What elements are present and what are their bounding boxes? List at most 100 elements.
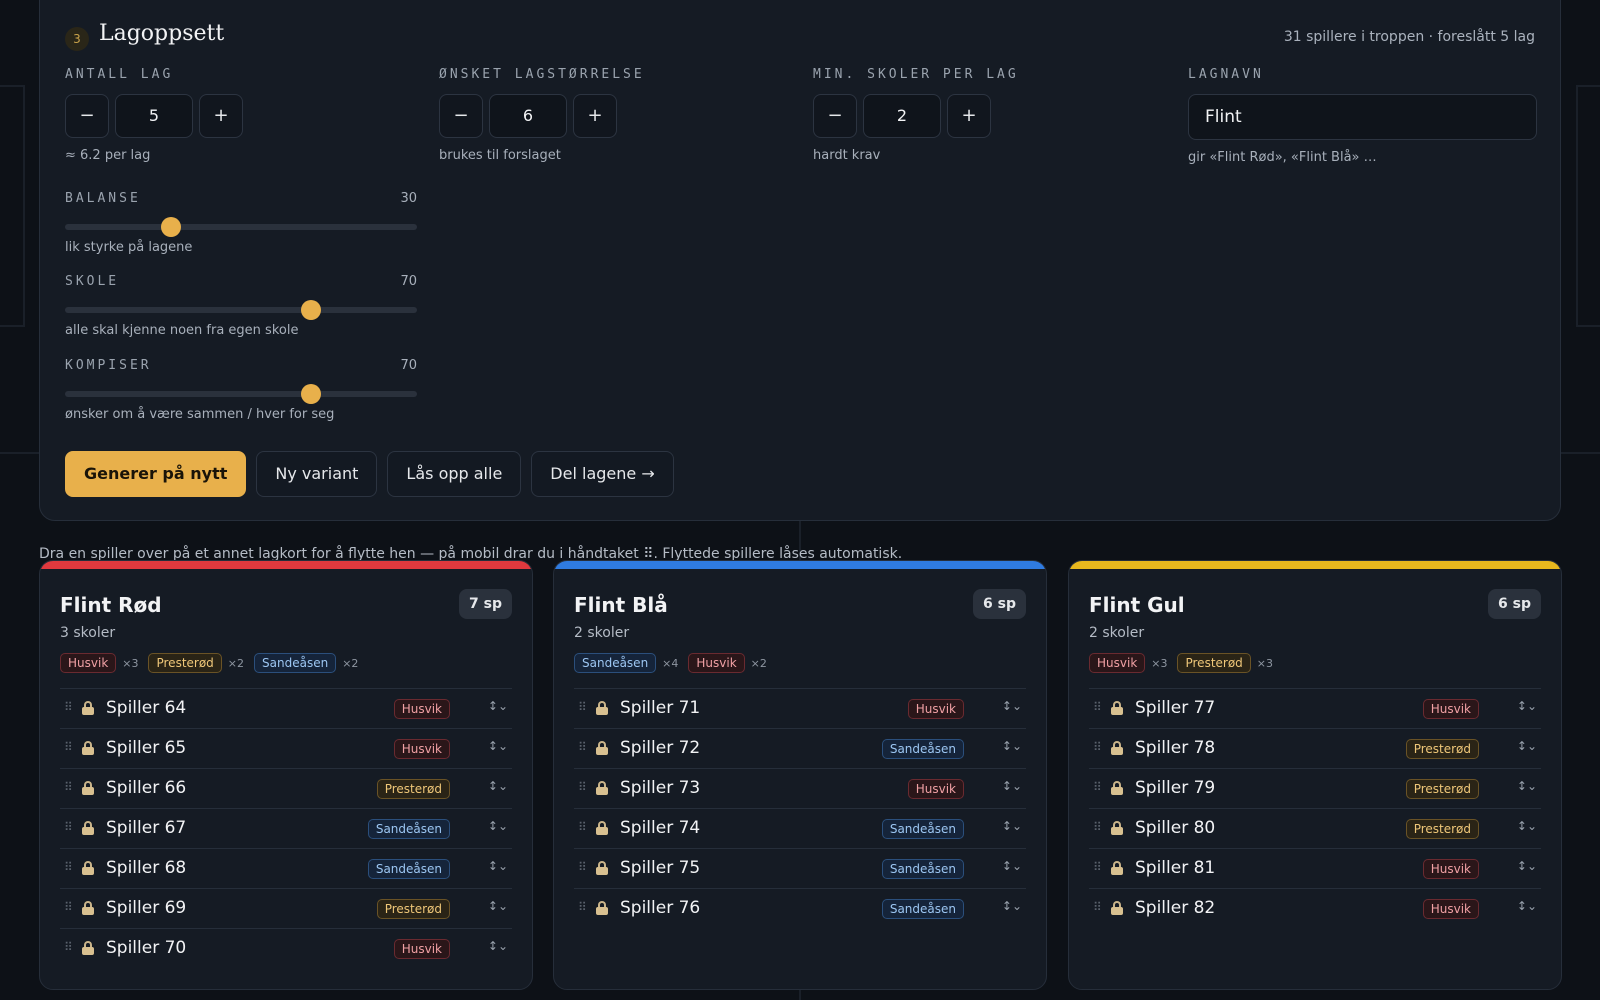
- move-team-select[interactable]: ↕⌄: [1516, 779, 1537, 793]
- drag-handle-icon[interactable]: ⠿: [64, 860, 73, 874]
- player-row[interactable]: ⠿ Spiller 74 Sandeåsen ↕⌄: [574, 808, 1026, 848]
- drag-handle-icon[interactable]: ⠿: [578, 860, 587, 874]
- team-card[interactable]: Flint Rød 7 sp 3 skoler Husvik ×3 Presterød ×2…: [39, 560, 533, 990]
- lock-icon[interactable]: [1111, 861, 1123, 875]
- player-row[interactable]: ⠿ Spiller 80 Presterød ↕⌄: [1089, 808, 1541, 848]
- move-team-select[interactable]: ↕⌄: [1001, 899, 1022, 913]
- team-card[interactable]: Flint Blå 6 sp 2 skoler Sandeåsen ×4 Husvik ×2…: [553, 560, 1047, 990]
- move-team-select[interactable]: ↕⌄: [487, 819, 508, 833]
- player-row[interactable]: ⠿ Spiller 69 Presterød ↕⌄: [60, 888, 512, 928]
- lock-icon[interactable]: [1111, 781, 1123, 795]
- drag-handle-icon[interactable]: ⠿: [64, 780, 73, 794]
- move-team-select[interactable]: ↕⌄: [1516, 899, 1537, 913]
- move-team-select[interactable]: ↕⌄: [1516, 739, 1537, 753]
- lock-icon[interactable]: [1111, 741, 1123, 755]
- drag-handle-icon[interactable]: ⠿: [578, 700, 587, 714]
- drag-handle-icon[interactable]: ⠿: [578, 900, 587, 914]
- team-count-input[interactable]: 5: [115, 94, 193, 138]
- school-slider[interactable]: [65, 300, 417, 320]
- player-row[interactable]: ⠿ Spiller 81 Husvik ↕⌄: [1089, 848, 1541, 888]
- drag-handle-icon[interactable]: ⠿: [64, 820, 73, 834]
- share-teams-button[interactable]: Del lagene →: [531, 451, 674, 497]
- lock-icon[interactable]: [596, 701, 608, 715]
- decrement-button[interactable]: −: [439, 94, 483, 138]
- drag-handle-icon[interactable]: ⠿: [1093, 700, 1102, 714]
- lock-icon[interactable]: [82, 861, 94, 875]
- team-name-input[interactable]: Flint: [1188, 94, 1537, 140]
- decrement-button[interactable]: −: [813, 94, 857, 138]
- drag-handle-icon[interactable]: ⠿: [1093, 900, 1102, 914]
- team-size-input[interactable]: 6: [489, 94, 567, 138]
- drag-handle-icon[interactable]: ⠿: [1093, 820, 1102, 834]
- lock-icon[interactable]: [596, 901, 608, 915]
- drag-handle-icon[interactable]: ⠿: [64, 740, 73, 754]
- player-row[interactable]: ⠿ Spiller 68 Sandeåsen ↕⌄: [60, 848, 512, 888]
- player-row[interactable]: ⠿ Spiller 76 Sandeåsen ↕⌄: [574, 888, 1026, 928]
- move-team-select[interactable]: ↕⌄: [487, 899, 508, 913]
- lock-icon[interactable]: [82, 741, 94, 755]
- increment-button[interactable]: +: [947, 94, 991, 138]
- move-team-select[interactable]: ↕⌄: [1001, 699, 1022, 713]
- lock-icon[interactable]: [82, 901, 94, 915]
- player-row[interactable]: ⠿ Spiller 82 Husvik ↕⌄: [1089, 888, 1541, 928]
- move-team-select[interactable]: ↕⌄: [1001, 859, 1022, 873]
- player-row[interactable]: ⠿ Spiller 71 Husvik ↕⌄: [574, 688, 1026, 728]
- drag-handle-icon[interactable]: ⠿: [1093, 780, 1102, 794]
- increment-button[interactable]: +: [199, 94, 243, 138]
- move-team-select[interactable]: ↕⌄: [1001, 779, 1022, 793]
- drag-handle-icon[interactable]: ⠿: [578, 820, 587, 834]
- lock-icon[interactable]: [596, 861, 608, 875]
- drag-handle-icon[interactable]: ⠿: [64, 900, 73, 914]
- lock-icon[interactable]: [596, 821, 608, 835]
- slider-thumb[interactable]: [160, 217, 181, 237]
- move-team-select[interactable]: ↕⌄: [487, 939, 508, 953]
- drag-handle-icon[interactable]: ⠿: [578, 740, 587, 754]
- move-team-select[interactable]: ↕⌄: [1001, 819, 1022, 833]
- drag-handle-icon[interactable]: ⠿: [64, 940, 73, 954]
- player-row[interactable]: ⠿ Spiller 64 Husvik ↕⌄: [60, 688, 512, 728]
- move-team-select[interactable]: ↕⌄: [487, 779, 508, 793]
- balance-slider[interactable]: [65, 217, 417, 237]
- move-team-select[interactable]: ↕⌄: [1516, 699, 1537, 713]
- player-row[interactable]: ⠿ Spiller 73 Husvik ↕⌄: [574, 768, 1026, 808]
- lock-icon[interactable]: [82, 781, 94, 795]
- player-row[interactable]: ⠿ Spiller 65 Husvik ↕⌄: [60, 728, 512, 768]
- move-team-select[interactable]: ↕⌄: [1001, 739, 1022, 753]
- friends-slider[interactable]: [65, 384, 417, 404]
- slider-label: KOMPISER: [65, 358, 152, 373]
- slider-thumb[interactable]: [301, 300, 322, 320]
- lock-icon[interactable]: [596, 741, 608, 755]
- player-row[interactable]: ⠿ Spiller 79 Presterød ↕⌄: [1089, 768, 1541, 808]
- move-team-select[interactable]: ↕⌄: [487, 859, 508, 873]
- new-variant-button[interactable]: Ny variant: [256, 451, 378, 497]
- lock-icon[interactable]: [82, 941, 94, 955]
- unlock-all-button[interactable]: Lås opp alle: [387, 451, 522, 497]
- min-schools-input[interactable]: 2: [863, 94, 941, 138]
- player-row[interactable]: ⠿ Spiller 78 Presterød ↕⌄: [1089, 728, 1541, 768]
- increment-button[interactable]: +: [573, 94, 617, 138]
- player-row[interactable]: ⠿ Spiller 75 Sandeåsen ↕⌄: [574, 848, 1026, 888]
- lock-icon[interactable]: [82, 821, 94, 835]
- lock-icon[interactable]: [1111, 901, 1123, 915]
- lock-icon[interactable]: [82, 701, 94, 715]
- player-row[interactable]: ⠿ Spiller 67 Sandeåsen ↕⌄: [60, 808, 512, 848]
- team-card[interactable]: Flint Gul 6 sp 2 skoler Husvik ×3 Presterød ×3…: [1068, 560, 1562, 990]
- lock-icon[interactable]: [1111, 701, 1123, 715]
- move-team-select[interactable]: ↕⌄: [1516, 819, 1537, 833]
- player-row[interactable]: ⠿ Spiller 77 Husvik ↕⌄: [1089, 688, 1541, 728]
- drag-handle-icon[interactable]: ⠿: [1093, 740, 1102, 754]
- drag-handle-icon[interactable]: ⠿: [1093, 860, 1102, 874]
- move-team-select[interactable]: ↕⌄: [487, 699, 508, 713]
- player-row[interactable]: ⠿ Spiller 70 Husvik ↕⌄: [60, 928, 512, 968]
- lock-icon[interactable]: [1111, 821, 1123, 835]
- move-team-select[interactable]: ↕⌄: [1516, 859, 1537, 873]
- decrement-button[interactable]: −: [65, 94, 109, 138]
- player-row[interactable]: ⠿ Spiller 72 Sandeåsen ↕⌄: [574, 728, 1026, 768]
- drag-handle-icon[interactable]: ⠿: [578, 780, 587, 794]
- drag-handle-icon[interactable]: ⠿: [64, 700, 73, 714]
- player-row[interactable]: ⠿ Spiller 66 Presterød ↕⌄: [60, 768, 512, 808]
- slider-thumb[interactable]: [301, 384, 322, 404]
- lock-icon[interactable]: [596, 781, 608, 795]
- generate-button[interactable]: Generer på nytt: [65, 451, 247, 497]
- move-team-select[interactable]: ↕⌄: [487, 739, 508, 753]
